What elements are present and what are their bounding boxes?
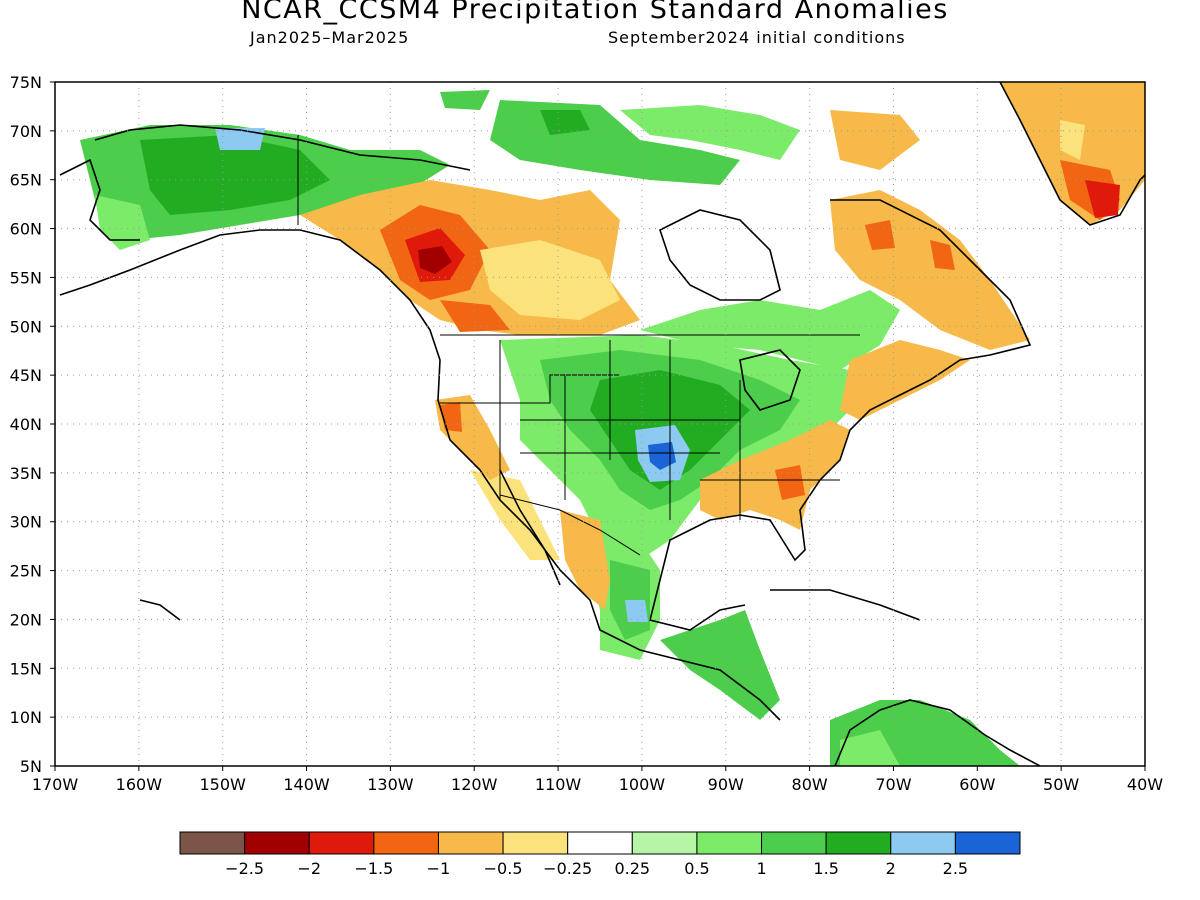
valid-period: Jan2025–Mar2025 bbox=[250, 28, 410, 47]
lat-label: 55N bbox=[10, 268, 42, 287]
political-borders bbox=[297, 135, 860, 556]
gridlines bbox=[55, 82, 1145, 766]
lat-label: 10N bbox=[10, 708, 42, 727]
southeast-dry bbox=[700, 420, 850, 530]
lon-label: 50W bbox=[1043, 775, 1079, 794]
legend-swatch bbox=[696, 831, 763, 855]
lat-label: 35N bbox=[10, 464, 42, 483]
labrador-dry bbox=[930, 240, 955, 270]
lat-label: 20N bbox=[10, 610, 42, 629]
legend-tick-label: −0.5 bbox=[484, 859, 523, 878]
ontario-wet bbox=[640, 290, 900, 370]
initial-conditions: September2024 initial conditions bbox=[608, 28, 906, 47]
color-legend: −2.5 −2 −1.5 −1 −0.5 −0.25 0.25 0.5 1 1.5 2 2.5 bbox=[179, 831, 1021, 878]
lat-label: 70N bbox=[10, 122, 42, 141]
legend-swatch bbox=[954, 831, 1021, 855]
latitude-axis: 75N 70N 65N 60N 55N 50N 45N 40N 35N 30N 25N 20N 15N 1… bbox=[10, 73, 55, 776]
map-title: NCAR_CCSM4 Precipitation Standard Anomal… bbox=[241, 0, 949, 25]
legend-swatch bbox=[567, 831, 633, 855]
legend-swatch bbox=[502, 831, 569, 855]
lat-label: 25N bbox=[10, 562, 42, 581]
mexico-blue bbox=[625, 600, 648, 622]
greenland-light bbox=[1060, 120, 1085, 160]
lat-label: 45N bbox=[10, 366, 42, 385]
baffin-dry bbox=[830, 110, 920, 170]
prairie-dry-light bbox=[480, 240, 620, 320]
lon-label: 110W bbox=[535, 775, 582, 794]
lat-label: 75N bbox=[10, 73, 42, 92]
mexico-dry bbox=[560, 510, 610, 610]
lat-label: 60N bbox=[10, 220, 42, 239]
longitude-axis: 170W 160W 150W 140W 130W 120W 110W 100W 90W 80W 70… bbox=[32, 766, 1163, 794]
legend-swatch bbox=[761, 831, 827, 855]
lon-label: 150W bbox=[200, 775, 247, 794]
legend-swatch bbox=[631, 831, 698, 855]
lon-label: 160W bbox=[116, 775, 163, 794]
arctic-wet-4 bbox=[540, 110, 590, 135]
arctic-wet-1 bbox=[440, 90, 490, 110]
northeast-dry bbox=[840, 340, 970, 420]
legend-swatch bbox=[308, 831, 375, 855]
lat-label: 65N bbox=[10, 171, 42, 190]
legend-swatch bbox=[825, 831, 892, 855]
legend-tick-label: 2 bbox=[886, 859, 896, 878]
coastlines bbox=[59, 82, 1145, 766]
quebec-dry-strong bbox=[865, 220, 895, 250]
bc-coast-dry bbox=[440, 300, 510, 332]
lat-label: 40N bbox=[10, 415, 42, 434]
bc-dry-extreme bbox=[418, 246, 452, 274]
lon-label: 120W bbox=[451, 775, 498, 794]
legend-swatch bbox=[244, 831, 310, 855]
alaska-blue-patch bbox=[215, 128, 265, 150]
lon-label: 130W bbox=[367, 775, 414, 794]
legend-tick-label: 1.5 bbox=[813, 859, 838, 878]
oklahoma-extreme-wet bbox=[648, 442, 676, 470]
lon-label: 170W bbox=[32, 775, 79, 794]
georgia-dry-strong bbox=[775, 465, 805, 500]
lat-label: 5N bbox=[20, 757, 42, 776]
arctic-wet-3 bbox=[620, 105, 800, 160]
alaska-wet-core bbox=[140, 135, 330, 215]
legend-swatch bbox=[179, 831, 246, 855]
lon-label: 70W bbox=[875, 775, 911, 794]
greenland-dry-strong bbox=[1085, 180, 1120, 218]
lat-label: 30N bbox=[10, 513, 42, 532]
legend-tick-label: 2.5 bbox=[943, 859, 968, 878]
lon-label: 100W bbox=[619, 775, 666, 794]
legend-tick-label: −1 bbox=[427, 859, 451, 878]
lon-label: 60W bbox=[959, 775, 995, 794]
legend-tick-label: 0.25 bbox=[614, 859, 650, 878]
legend-tick-label: 0.5 bbox=[684, 859, 709, 878]
south-america-wet-light bbox=[840, 730, 900, 766]
legend-swatch bbox=[437, 831, 504, 855]
lat-label: 50N bbox=[10, 317, 42, 336]
legend-tick-label: 1 bbox=[756, 859, 766, 878]
legend-tick-label: −2.5 bbox=[225, 859, 264, 878]
lon-label: 90W bbox=[708, 775, 744, 794]
legend-tick-label: −2 bbox=[297, 859, 321, 878]
anomaly-field bbox=[59, 82, 1145, 766]
lon-label: 80W bbox=[792, 775, 828, 794]
lat-label: 15N bbox=[10, 659, 42, 678]
legend-tick-label: −1.5 bbox=[354, 859, 393, 878]
alaska-fringe bbox=[95, 195, 150, 250]
legend-swatch bbox=[890, 831, 956, 855]
lon-label: 40W bbox=[1127, 775, 1163, 794]
legend-tick-label: −0.25 bbox=[543, 859, 592, 878]
lon-label: 140W bbox=[283, 775, 330, 794]
legend-swatch bbox=[373, 831, 439, 855]
